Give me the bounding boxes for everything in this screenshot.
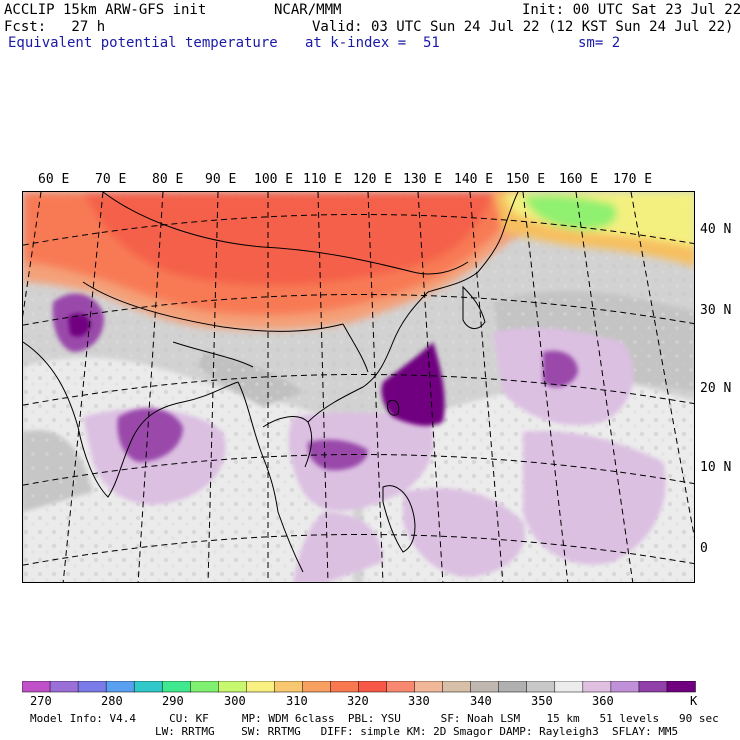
- colorbar-swatch: [638, 681, 668, 693]
- lat-label: 30 N: [700, 303, 732, 318]
- colorbar-tick: 320: [347, 694, 369, 708]
- colorbar-swatch: [274, 681, 304, 693]
- lon-label: 160 E: [559, 172, 599, 187]
- lon-label: 140 E: [454, 172, 494, 187]
- model-info-line1: Model Info: V4.4 CU: KF MP: WDM 6class P…: [30, 712, 719, 725]
- colorbar-swatch: [190, 681, 220, 693]
- lon-label: 100 E: [254, 172, 294, 187]
- colorbar-tick: 280: [101, 694, 123, 708]
- lat-label: 40 N: [700, 222, 732, 237]
- field-name: Equivalent potential temperature: [8, 35, 278, 51]
- colorbar-swatch: [582, 681, 612, 693]
- model-info-line2: LW: RRTMG SW: RRTMG DIFF: simple KM: 2D …: [155, 725, 679, 738]
- colorbar: [22, 681, 696, 693]
- colorbar-swatch: [442, 681, 472, 693]
- colorbar-swatch: [49, 681, 79, 693]
- colorbar-swatch: [610, 681, 640, 693]
- institution-label: NCAR/MMM: [274, 2, 342, 18]
- colorbar-tick: 340: [470, 694, 492, 708]
- init-time: Init: 00 UTC Sat 23 Jul 22: [522, 2, 740, 18]
- lon-label: 120 E: [353, 172, 393, 187]
- colorbar-tick: 330: [408, 694, 430, 708]
- level-label: at k-index = 51: [305, 35, 440, 51]
- colorbar-swatch: [666, 681, 696, 693]
- lat-label: 20 N: [700, 381, 732, 396]
- colorbar-swatch: [246, 681, 276, 693]
- colorbar-swatch: [218, 681, 248, 693]
- colorbar-swatch: [358, 681, 388, 693]
- colorbar-swatch: [554, 681, 584, 693]
- colorbar-swatch: [470, 681, 500, 693]
- lon-label: 170 E: [613, 172, 653, 187]
- lon-label: 150 E: [506, 172, 546, 187]
- colorbar-swatch: [77, 681, 107, 693]
- coastlines: [23, 192, 519, 573]
- colorbar-swatch: [105, 681, 135, 693]
- colorbar-tick: 350: [531, 694, 553, 708]
- forecast-hour: Fcst: 27 h: [4, 19, 106, 35]
- smoothing-label: sm= 2: [578, 35, 621, 51]
- colorbar-tick: 270: [30, 694, 52, 708]
- field-365-zone: [52, 293, 578, 471]
- lon-label: 90 E: [205, 172, 237, 187]
- lon-label: 80 E: [152, 172, 184, 187]
- colorbar-swatch: [414, 681, 444, 693]
- colorbar-swatch: [161, 681, 192, 693]
- lat-label: 10 N: [700, 460, 732, 475]
- colorbar-swatch: [302, 681, 332, 693]
- graticule: [23, 192, 694, 582]
- colorbar-tick: 360: [592, 694, 614, 708]
- colorbar-swatch: [22, 681, 51, 693]
- lon-label: 60 E: [38, 172, 70, 187]
- colorbar-tick: 300: [224, 694, 246, 708]
- lon-label: 130 E: [403, 172, 443, 187]
- colorbar-tick: 310: [286, 694, 308, 708]
- lat-label: 0: [700, 541, 708, 556]
- colorbar-tick: 290: [162, 694, 184, 708]
- colorbar-unit: K: [690, 694, 698, 708]
- lon-label: 70 E: [95, 172, 127, 187]
- model-title: ACCLIP 15km ARW-GFS init: [4, 2, 207, 18]
- theta-e-map: [22, 191, 695, 583]
- lon-label: 110 E: [303, 172, 343, 187]
- colorbar-swatch: [330, 681, 360, 693]
- colorbar-swatch: [526, 681, 556, 693]
- colorbar-swatch: [386, 681, 416, 693]
- map-canvas: [23, 192, 694, 582]
- colorbar-swatch: [133, 681, 163, 693]
- colorbar-swatch: [498, 681, 528, 693]
- valid-time: Valid: 03 UTC Sun 24 Jul 22 (12 KST Sun …: [312, 19, 734, 35]
